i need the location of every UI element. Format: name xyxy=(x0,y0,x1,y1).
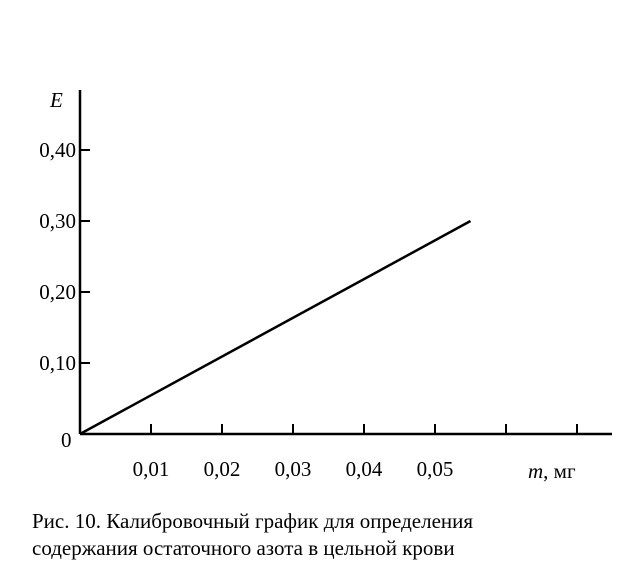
x-tick-label: 0,05 xyxy=(417,457,454,481)
x-axis-label: m, мг xyxy=(528,459,576,483)
x-axis-label-unit: , мг xyxy=(543,459,576,483)
x-tick-label: 0,03 xyxy=(275,457,312,481)
x-tick-label: 0,04 xyxy=(346,457,383,481)
y-axis-label: E xyxy=(49,88,63,112)
y-tick-label: 0,40 xyxy=(39,138,76,162)
origin-label: 0 xyxy=(61,428,72,452)
x-tick-label: 0,01 xyxy=(133,457,170,481)
calibration-line xyxy=(79,219,472,436)
y-tick-label: 0,30 xyxy=(39,209,76,233)
x-tick-label: 0,02 xyxy=(204,457,241,481)
x-axis-label-variable: m xyxy=(528,459,543,483)
y-tick-label: 0,20 xyxy=(39,280,76,304)
caption-line-1: Рис. 10. Калибровочный график для опреде… xyxy=(32,509,474,533)
y-tick-label: 0,10 xyxy=(39,351,76,375)
figure-caption: Рис. 10. Калибровочный график для опреде… xyxy=(32,508,612,562)
caption-line-2: содержания остаточного азота в цельной к… xyxy=(32,536,455,560)
calibration-chart: 0,01 0,02 0,03 0,04 0,05 0,10 0,20 0,30 0,40 E 0… xyxy=(39,88,612,483)
